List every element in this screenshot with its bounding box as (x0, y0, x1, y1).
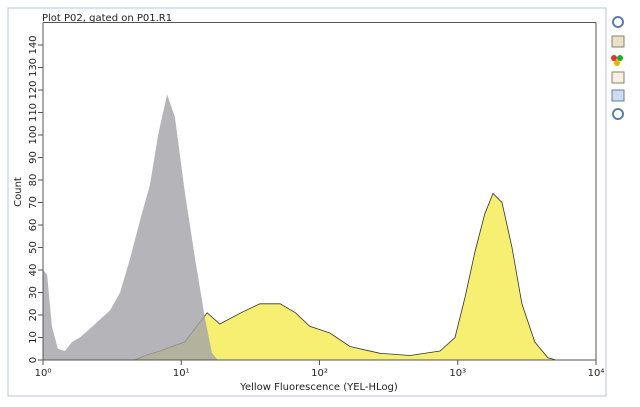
chart-title: Plot P02, gated on P01.R1 (42, 13, 172, 24)
y-tick-label: 110 (28, 103, 39, 122)
x-tick-label: 10⁴ (588, 368, 605, 379)
y-tick-label: 140 (28, 35, 39, 54)
y-tick-label: 60 (28, 219, 39, 232)
histogram-area (134, 192, 557, 361)
y-tick-label: 20 (28, 309, 39, 322)
y-tick-label: 70 (28, 196, 39, 209)
y-tick-label: 80 (28, 174, 39, 187)
x-tick-label: 10⁰ (35, 368, 52, 379)
y-tick-label: 90 (28, 151, 39, 164)
y-tick-label: 30 (28, 286, 39, 299)
y-tick-label: 0 (28, 357, 39, 363)
toolbar (611, 16, 625, 120)
search-icon[interactable] (612, 108, 624, 120)
table-icon[interactable] (611, 89, 625, 102)
histogram-area (43, 94, 218, 360)
x-tick-label: 10² (311, 368, 328, 379)
print-icon[interactable] (611, 71, 625, 84)
color-icon[interactable] (611, 55, 623, 66)
y-tick-label: 50 (28, 241, 39, 254)
y-tick-label: 10 (28, 331, 39, 344)
x-tick-label: 10³ (449, 368, 466, 379)
x-axis-label: Yellow Fluorescence (YEL-HLog) (239, 382, 398, 393)
y-tick-label: 100 (28, 125, 39, 144)
x-tick-label: 10¹ (173, 368, 190, 379)
copy-icon[interactable] (611, 35, 625, 48)
y-tick-label: 40 (28, 264, 39, 277)
zoom-icon[interactable] (612, 16, 624, 28)
y-axis-label: Count (13, 177, 24, 207)
y-tick-label: 130 (28, 58, 39, 77)
y-tick-label: 120 (28, 80, 39, 99)
